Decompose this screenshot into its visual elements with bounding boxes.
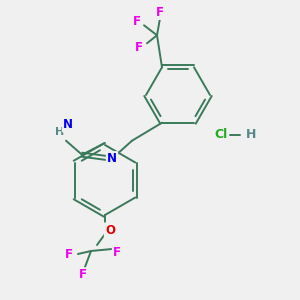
Text: F: F: [65, 248, 73, 262]
Text: Cl: Cl: [214, 128, 228, 142]
Text: H: H: [56, 127, 64, 137]
Text: F: F: [156, 6, 164, 19]
Text: O: O: [105, 224, 115, 236]
Text: F: F: [135, 41, 143, 54]
Text: N: N: [63, 118, 73, 131]
Text: H: H: [246, 128, 256, 142]
Text: F: F: [79, 268, 87, 281]
Text: N: N: [107, 152, 117, 165]
Text: F: F: [113, 247, 121, 260]
Text: F: F: [133, 15, 141, 28]
